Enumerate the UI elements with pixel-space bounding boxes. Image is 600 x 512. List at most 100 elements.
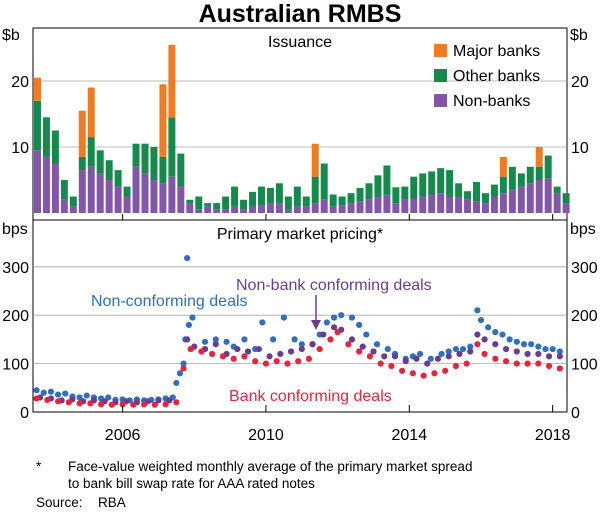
point-non-bank-conforming-deals xyxy=(513,348,520,355)
bar-non-banks xyxy=(356,201,364,213)
bar-other-banks xyxy=(419,173,427,197)
point-non-conforming-deals xyxy=(259,319,266,326)
chart-title: Australian RMBS xyxy=(198,0,402,28)
point-bank-conforming-deals xyxy=(230,355,237,362)
bar-non-banks xyxy=(51,163,59,213)
bar-other-banks xyxy=(114,170,122,187)
bar-other-banks xyxy=(526,166,534,184)
point-bank-conforming-deals xyxy=(420,372,427,379)
bar-other-banks xyxy=(96,150,104,174)
point-bank-conforming-deals xyxy=(119,401,126,408)
bar-non-banks xyxy=(186,203,194,213)
point-non-conforming-deals xyxy=(33,387,40,394)
bar-other-banks xyxy=(329,194,337,207)
point-non-conforming-deals xyxy=(338,312,345,319)
bar-non-banks xyxy=(141,173,149,213)
source-label: Source: xyxy=(36,495,83,510)
bar-non-banks xyxy=(168,176,176,213)
annotation-non-conforming: Non-conforming deals xyxy=(91,293,248,310)
point-bank-conforming-deals xyxy=(209,350,216,358)
bar-non-banks xyxy=(410,198,418,213)
point-non-bank-conforming-deals xyxy=(481,336,488,343)
point-bank-conforming-deals xyxy=(198,348,205,355)
bar-major-banks xyxy=(168,44,176,118)
bar-non-banks xyxy=(553,193,561,213)
bar-other-banks xyxy=(42,117,50,157)
bar-other-banks xyxy=(455,183,463,198)
bar-non-banks xyxy=(329,206,337,213)
point-bank-conforming-deals xyxy=(442,367,449,374)
point-bank-conforming-deals xyxy=(295,358,302,365)
point-bank-conforming-deals xyxy=(87,400,94,407)
point-non-bank-conforming-deals xyxy=(244,348,252,355)
point-non-bank-conforming-deals xyxy=(348,336,356,343)
point-non-bank-conforming-deals xyxy=(234,345,241,353)
point-bank-conforming-deals xyxy=(431,370,438,377)
y-tick-label-issuance-right: 20 xyxy=(571,74,589,91)
point-non-conforming-deals xyxy=(241,336,248,343)
bar-other-banks xyxy=(499,176,507,194)
legend: Major banks Other banks Non-banks xyxy=(434,43,540,110)
bar-non-banks xyxy=(114,186,122,213)
point-non-bank-conforming-deals xyxy=(524,350,531,358)
point-bank-conforming-deals xyxy=(327,336,334,343)
point-non-bank-conforming-deals xyxy=(359,343,366,350)
bar-non-banks xyxy=(42,156,50,213)
point-non-conforming-deals xyxy=(445,348,452,355)
bar-other-banks xyxy=(51,130,59,164)
point-non-conforming-deals xyxy=(416,350,424,358)
point-bank-conforming-deals xyxy=(356,348,363,355)
bar-other-banks xyxy=(464,191,472,200)
bar-non-banks xyxy=(526,183,534,213)
y-unit-right-top: $b xyxy=(570,27,588,44)
issuance-panel-title: Issuance xyxy=(268,34,332,51)
bar-other-banks xyxy=(186,199,194,204)
point-non-bank-conforming-deals xyxy=(502,345,510,353)
point-bank-conforming-deals xyxy=(252,358,259,365)
point-non-bank-conforming-deals xyxy=(255,345,262,353)
bar-non-banks xyxy=(490,196,498,213)
bar-non-banks xyxy=(508,189,516,213)
bar-other-banks xyxy=(257,186,265,206)
y-tick-label-pricing-right: 300 xyxy=(571,260,598,277)
point-non-conforming-deals xyxy=(477,316,485,324)
point-bank-conforming-deals xyxy=(377,360,384,367)
point-non-conforming-deals xyxy=(201,338,209,345)
point-bank-conforming-deals xyxy=(524,360,531,367)
point-bank-conforming-deals xyxy=(65,399,72,406)
bar-other-banks xyxy=(105,160,113,180)
pricing-panel-title: Primary market pricing* xyxy=(217,226,383,243)
point-non-conforming-deals xyxy=(280,314,287,321)
point-bank-conforming-deals xyxy=(474,341,481,348)
bar-non-banks xyxy=(320,199,328,213)
bar-other-banks xyxy=(338,196,346,206)
point-bank-conforming-deals xyxy=(173,399,180,406)
bar-other-banks xyxy=(490,184,498,197)
bar-other-banks xyxy=(553,186,561,194)
point-non-bank-conforming-deals xyxy=(467,348,474,355)
point-bank-conforming-deals xyxy=(151,401,158,408)
point-non-conforming-deals xyxy=(542,345,549,353)
legend-label-non-banks: Non-banks xyxy=(453,93,530,110)
point-non-conforming-deals xyxy=(520,341,528,348)
annotation-arrow-head xyxy=(311,320,321,330)
point-bank-conforming-deals xyxy=(345,341,352,348)
bar-other-banks xyxy=(87,137,95,167)
bar-non-banks xyxy=(392,203,400,213)
point-non-conforming-deals xyxy=(474,307,481,314)
bar-non-banks xyxy=(159,183,167,213)
point-non-conforming-deals xyxy=(173,379,180,387)
bar-non-banks xyxy=(87,166,95,213)
point-bank-conforming-deals xyxy=(388,362,395,370)
point-non-bank-conforming-deals xyxy=(370,348,377,355)
bar-major-banks xyxy=(78,110,86,157)
point-non-conforming-deals xyxy=(176,370,184,377)
point-bank-conforming-deals xyxy=(108,401,115,408)
point-non-bank-conforming-deals xyxy=(212,341,219,348)
point-non-bank-conforming-deals xyxy=(298,345,305,353)
point-non-conforming-deals xyxy=(298,341,305,348)
bar-other-banks xyxy=(410,176,418,199)
bar-non-banks xyxy=(204,206,212,213)
point-bank-conforming-deals xyxy=(513,360,520,367)
bar-major-banks xyxy=(159,84,167,157)
